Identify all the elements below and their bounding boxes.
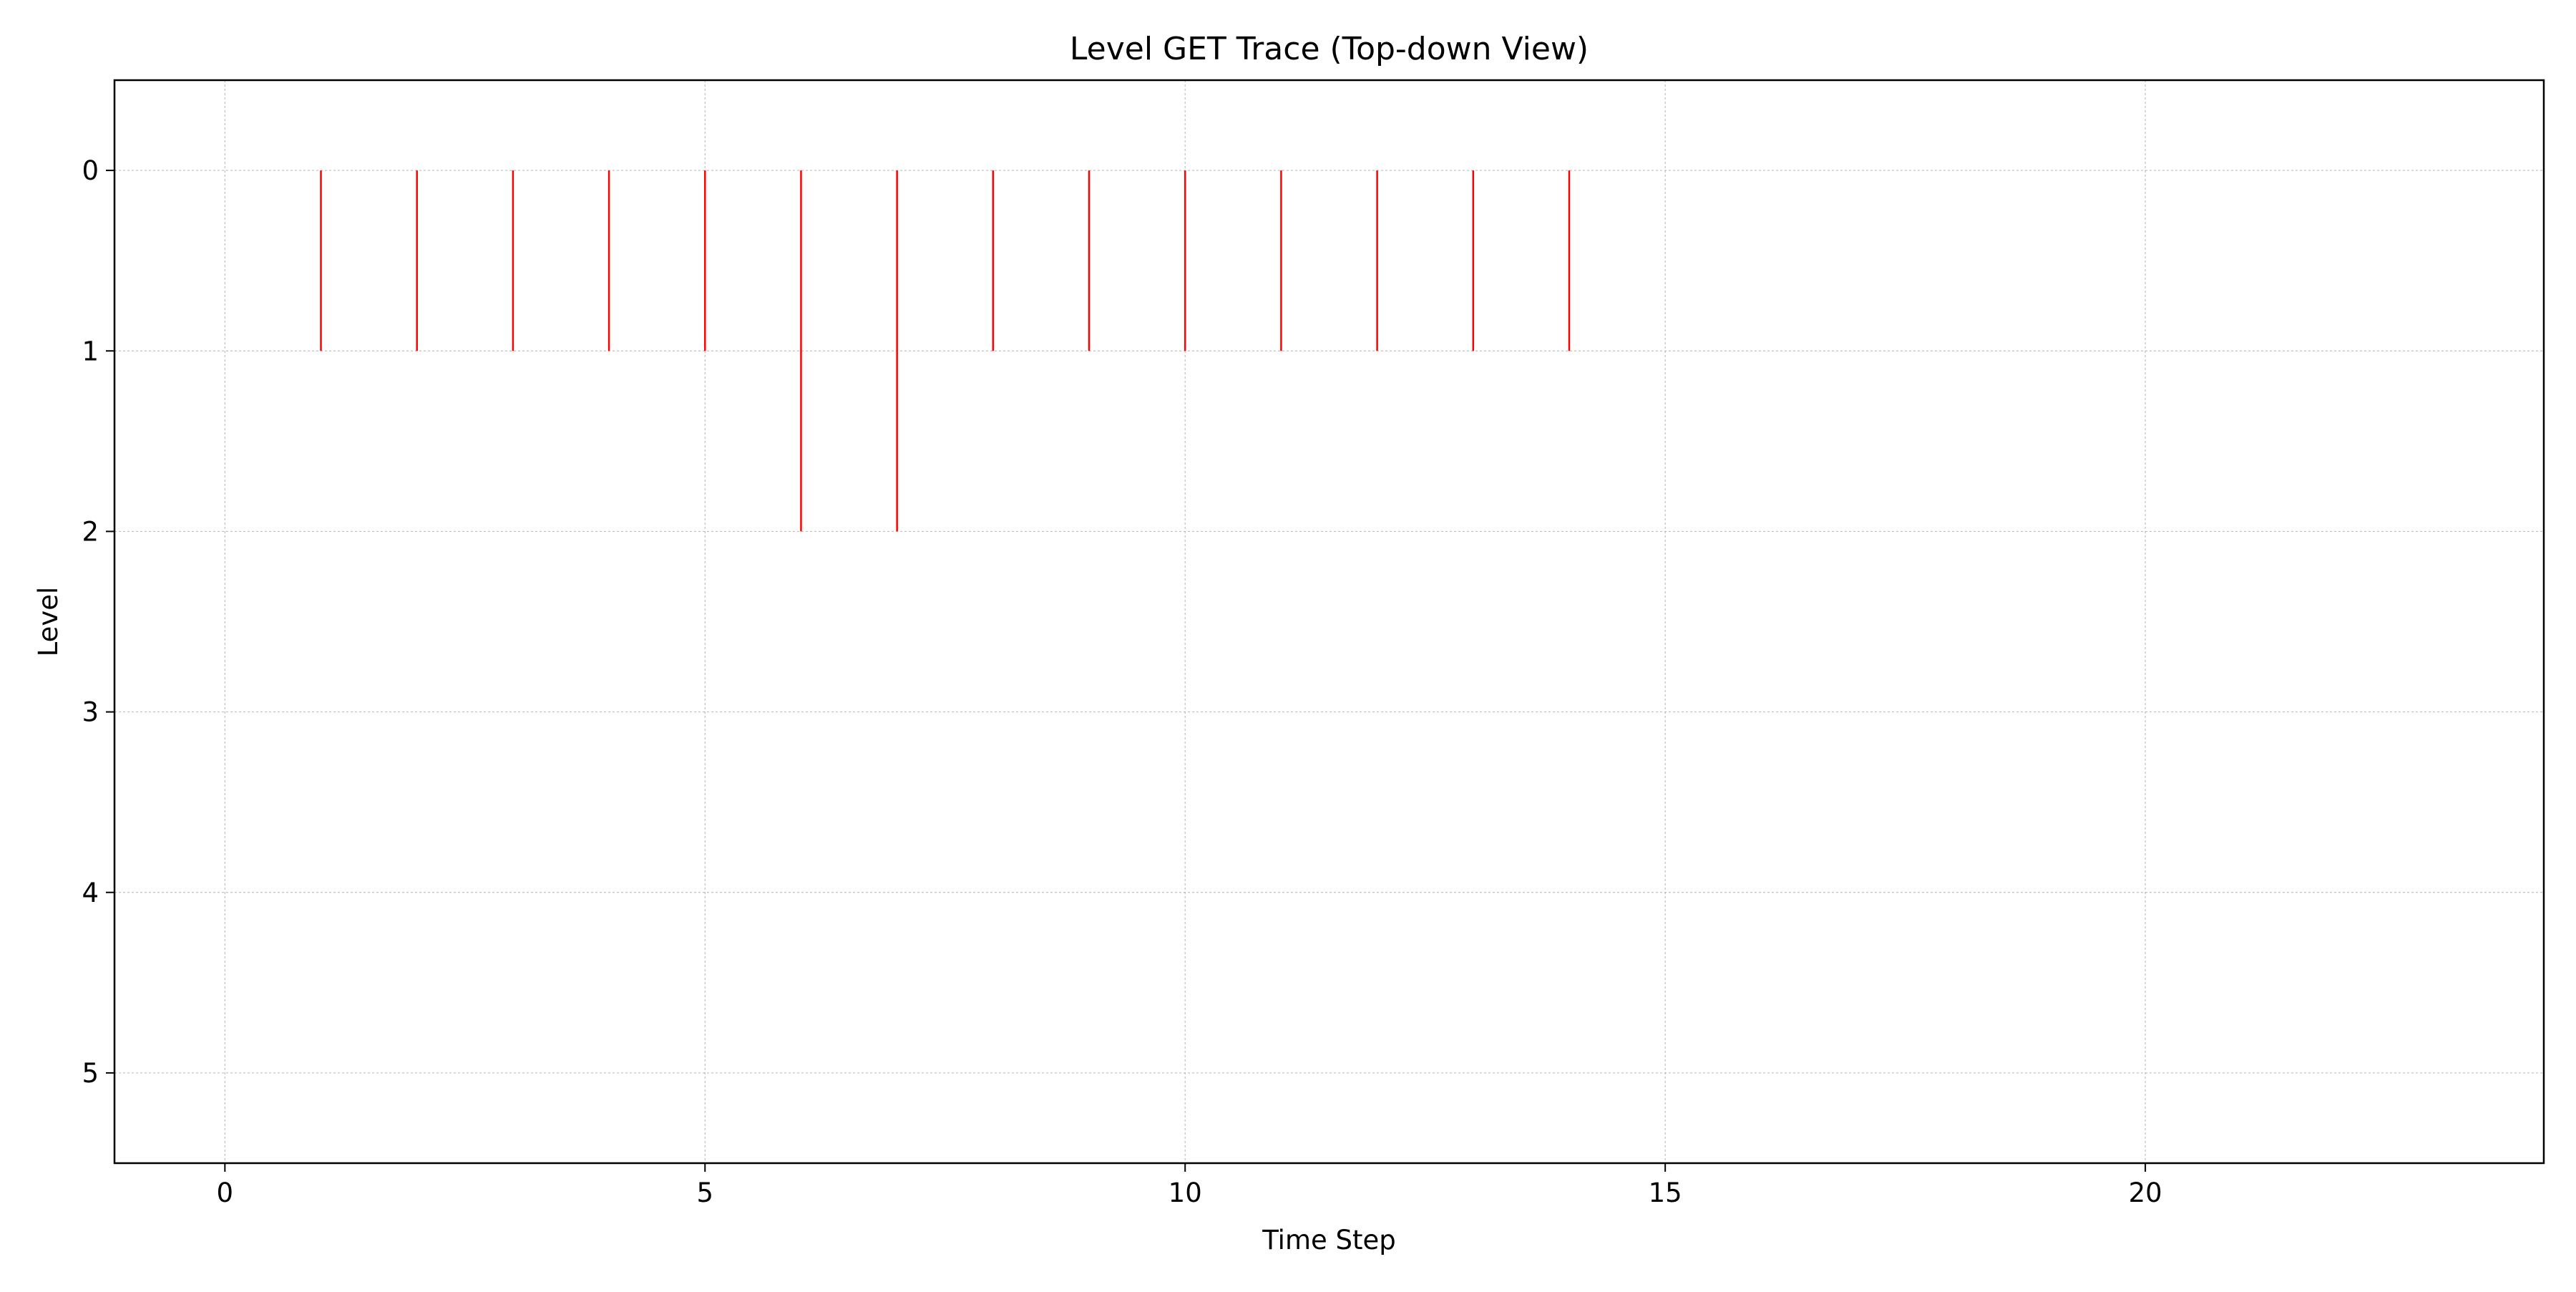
y-tick-label: 5 [82,1058,99,1089]
y-tick-label: 2 [82,516,99,547]
x-tick-label: 15 [1649,1177,1682,1208]
x-tick-label: 10 [1169,1177,1202,1208]
x-tick-label: 20 [2129,1177,2162,1208]
y-axis-label: Level [33,587,64,657]
x-axis-label: Time Step [1262,1225,1396,1255]
plot-frame [113,79,2545,1165]
chart-title: Level GET Trace (Top-down View) [1070,31,1589,67]
x-tick-label: 5 [696,1177,713,1208]
y-tick-label: 4 [82,878,99,908]
y-tick-label: 0 [82,155,99,186]
data-layer [320,170,1571,532]
y-tick-label: 3 [82,697,99,728]
y-tick-label: 1 [82,336,99,366]
x-tick-label: 0 [217,1177,234,1208]
tick-layer: 0 5 10 15 20 0 1 2 3 4 5 [82,155,2162,1208]
